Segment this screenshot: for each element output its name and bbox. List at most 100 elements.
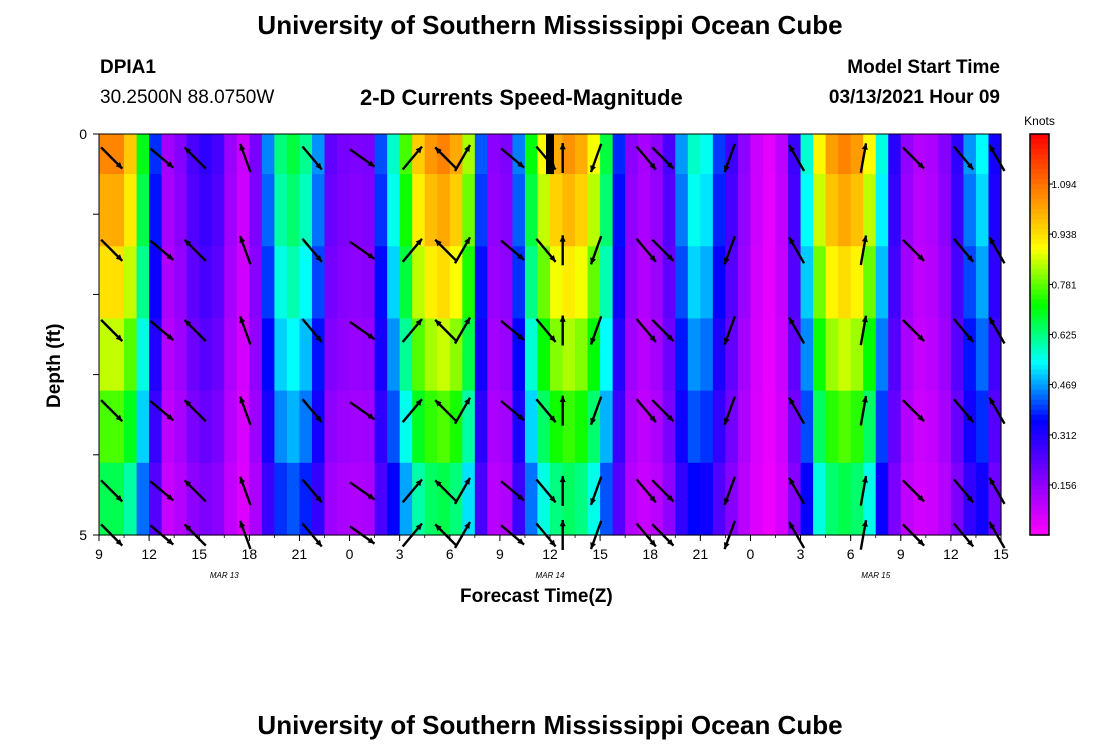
current-arrowhead [517,161,525,168]
heatmap-cell [950,134,965,175]
heatmap-cell [625,134,639,175]
colorbar-segment [1030,334,1049,341]
heatmap-cell [700,174,714,247]
heatmap-cell [637,462,651,536]
current-arrowhead [966,254,974,262]
current-arrowhead [989,397,996,405]
current-arrowhead [115,162,123,169]
current-arrowhead [239,236,246,244]
heatmap-cell [662,318,676,392]
colorbar-segment [1030,134,1049,140]
heatmap-cell [637,246,651,320]
heatmap-cell [174,318,188,392]
heatmap-cell [838,462,852,536]
colorbar-tick-label: 1.094 [1051,180,1076,191]
heatmap-cell [788,174,802,247]
heatmap-cell [261,462,275,536]
heatmap-cell [863,174,877,247]
x-tick-label: 21 [693,546,709,562]
colorbar-segment [1030,409,1049,416]
heatmap-cell [324,134,338,175]
heatmap-cell [575,318,589,392]
heatmap-cell [700,462,714,536]
heatmap-cell [950,318,965,392]
current-arrowhead [666,162,674,169]
heatmap-cell [474,318,488,392]
heatmap-cell [474,246,488,320]
current-arrowhead [649,162,656,170]
heatmap-cell [374,390,388,464]
heatmap-cell [825,134,839,175]
heatmap-cell [612,462,626,536]
current-arrowhead [559,519,566,527]
heatmap-cell [875,390,889,464]
colorbar-segment [1030,369,1049,376]
heatmap-cell [286,390,301,464]
heatmap-cell [863,390,877,464]
colorbar-segment [1030,434,1049,441]
heatmap-cell [625,462,639,536]
heatmap-cell [800,462,814,536]
colorbar-segment [1030,324,1049,331]
current-arrowhead [115,334,123,342]
heatmap-cell [99,134,113,175]
heatmap-cell [562,390,576,464]
heatmap-cell [975,390,990,464]
heatmap-cell [938,246,952,320]
heatmap-cell [800,134,814,175]
heatmap-cell [311,318,326,392]
heatmap-cell [825,318,839,392]
current-arrowhead [590,337,596,345]
heatmap-cell [337,390,351,464]
heatmap-cell [136,134,150,175]
current-arrowhead [861,476,868,483]
heatmap-cell [249,318,263,392]
heatmap-cell [612,174,626,247]
heatmap-cell [374,318,388,392]
heatmap-cell [149,462,163,536]
heatmap-cell [938,174,952,247]
heatmap-cell [224,134,238,175]
heatmap-cell [437,246,451,320]
heatmap-cell [913,134,927,175]
current-arrowhead [435,239,442,247]
heatmap-cell [550,462,564,536]
x-tick-label: 18 [642,546,658,562]
heatmap-cell [875,318,889,392]
heatmap-cell [825,390,839,464]
current-arrowhead [184,524,192,531]
heatmap-cell [412,134,426,175]
heatmap-cell [975,318,990,392]
heatmap-cell [224,318,238,392]
current-arrowhead [666,254,674,261]
heatmap-cell [675,246,689,320]
heatmap-cell [236,246,250,320]
page-title: University of Southern Mississippi Ocean… [257,10,843,40]
colorbar-segment [1030,144,1049,150]
current-arrowhead [649,254,656,262]
heatmap-cell [311,134,326,175]
current-arrowhead [989,145,996,153]
heatmap-cell [387,462,401,536]
heatmap-cell [950,462,965,536]
heatmap-cell [499,318,514,392]
colorbar-segment [1030,219,1049,225]
heatmap-cell [888,462,902,536]
x-tick-label: 3 [797,546,805,562]
heatmap-cell [311,174,326,247]
model-start-value: 03/13/2021 Hour 09 [828,87,1000,108]
current-arrowhead [166,161,174,168]
heatmap-cell [111,390,125,464]
colorbar-segment [1030,269,1049,275]
heatmap-cell [512,134,526,175]
heatmap-cell [662,390,676,464]
heatmap-cell [311,390,326,464]
heatmap-cell [587,318,601,392]
current-arrowhead [184,400,192,407]
current-arrowhead [590,497,596,505]
current-arrowhead [517,333,525,341]
current-arrowhead [549,415,556,423]
current-arrowhead [184,319,192,327]
colorbar-segment [1030,404,1049,411]
heatmap-cell [174,134,188,175]
